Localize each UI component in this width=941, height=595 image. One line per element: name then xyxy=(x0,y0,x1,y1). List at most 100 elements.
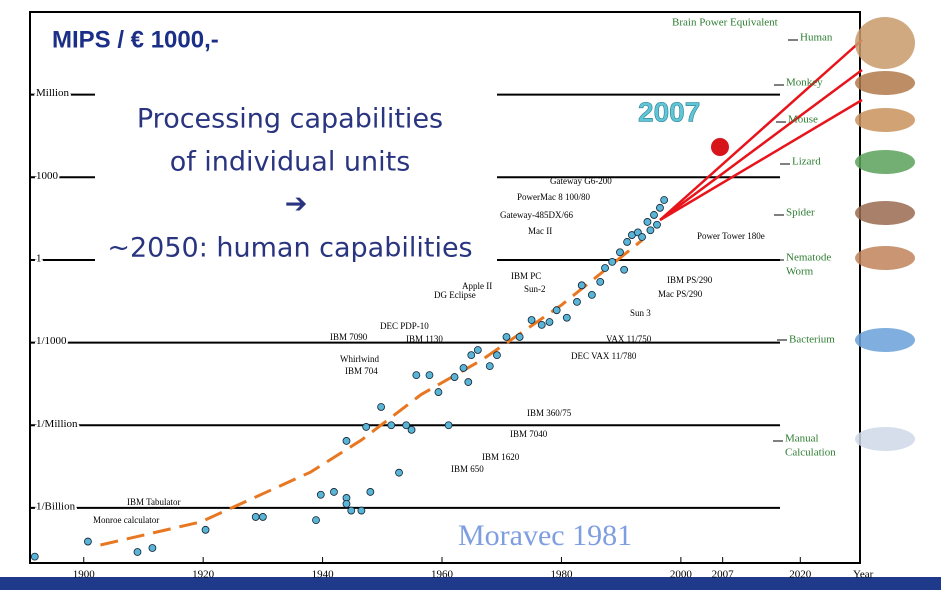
data-point xyxy=(377,403,386,411)
data-point xyxy=(620,265,629,274)
data-point xyxy=(434,388,443,396)
data-point xyxy=(502,333,511,341)
chart-title: MIPS / € 1000,- xyxy=(52,26,219,53)
data-point xyxy=(425,371,434,380)
x-tick-label: 1940 xyxy=(312,569,335,581)
data-point xyxy=(573,298,581,306)
creature-icon xyxy=(855,17,915,69)
data-point xyxy=(467,351,476,360)
caption-box xyxy=(95,88,497,270)
machine-label: DEC PDP-10 xyxy=(380,321,429,331)
data-point xyxy=(608,257,617,266)
highlight-label: 2007 xyxy=(638,96,700,127)
data-point xyxy=(552,306,561,315)
brain-label: Mouse xyxy=(788,114,818,126)
caption: of individual units xyxy=(170,147,411,178)
x-tick-label: 1960 xyxy=(431,569,454,581)
brain-label: Worm xyxy=(786,266,814,278)
machine-label: Gateway G6-200 xyxy=(550,176,612,186)
machine-label: Monroe calculator xyxy=(93,515,159,525)
data-point xyxy=(148,544,157,552)
y-tick-label: Million xyxy=(36,87,70,99)
x-tick-label: 1900 xyxy=(73,569,96,581)
x-tick-label: 2000 xyxy=(670,569,693,581)
creature-icon xyxy=(855,108,915,132)
footer-bar xyxy=(0,577,941,590)
creature-icon xyxy=(855,246,915,270)
data-point xyxy=(485,362,494,371)
data-point xyxy=(395,468,403,477)
data-point xyxy=(653,220,661,229)
creature-icon xyxy=(855,427,915,451)
data-point xyxy=(402,421,411,430)
data-point xyxy=(362,423,371,431)
data-point xyxy=(347,506,356,515)
brain-label: Calculation xyxy=(785,447,836,459)
machine-label: IBM PS/290 xyxy=(667,275,713,285)
machine-label: Apple II xyxy=(462,281,492,291)
data-point xyxy=(577,281,586,290)
brain-label: Nematode xyxy=(786,252,831,264)
brain-label: Lizard xyxy=(792,156,821,168)
machine-label: IBM 650 xyxy=(451,464,484,474)
y-tick-label: 1000 xyxy=(36,170,59,182)
data-point xyxy=(342,437,351,445)
brain-title: Brain Power Equivalent xyxy=(672,17,778,29)
machine-label: Gateway-485DX/66 xyxy=(500,210,573,220)
data-point xyxy=(366,488,375,496)
machine-label: Whirlwind xyxy=(340,354,379,364)
data-point xyxy=(623,238,632,246)
creature-icon xyxy=(855,328,915,352)
data-point xyxy=(464,378,473,386)
creature-icon xyxy=(855,150,915,174)
data-point xyxy=(638,233,646,241)
data-point xyxy=(412,371,421,380)
machine-label: IBM 1620 xyxy=(482,452,520,462)
machine-label: IBM 360/75 xyxy=(527,408,572,418)
machine-label: Power Tower 180e xyxy=(697,231,765,241)
data-point xyxy=(312,516,320,525)
machine-label: IBM 7040 xyxy=(510,429,548,439)
y-tick-label: 1/Million xyxy=(36,418,78,430)
data-point xyxy=(616,248,624,257)
creature-icon xyxy=(855,71,915,95)
brain-label: Monkey xyxy=(786,77,823,89)
data-point xyxy=(515,333,524,341)
creature-icon xyxy=(855,201,915,225)
data-point xyxy=(587,290,596,299)
brain-label: Manual xyxy=(785,433,819,445)
data-point xyxy=(656,203,664,212)
data-point xyxy=(251,513,260,521)
highlight-dot xyxy=(711,138,729,156)
data-point xyxy=(330,488,338,496)
machine-label: Mac PS/290 xyxy=(658,289,703,299)
data-point xyxy=(258,513,267,521)
data-point xyxy=(473,346,482,354)
machine-label: IBM 704 xyxy=(345,366,378,376)
machine-label: PowerMac 8 100/80 xyxy=(517,192,590,202)
y-tick-label: 1 xyxy=(36,252,42,264)
data-point xyxy=(601,264,609,272)
machine-label: IBM PC xyxy=(511,271,541,281)
x-axis-label: Year xyxy=(853,569,874,581)
data-point xyxy=(660,196,669,204)
data-point xyxy=(562,313,571,322)
x-tick-label: 2020 xyxy=(789,569,812,581)
data-point xyxy=(30,552,39,561)
data-point xyxy=(537,320,546,329)
data-point xyxy=(316,490,325,499)
data-point xyxy=(387,421,396,430)
machine-label: IBM Tabulator xyxy=(127,497,180,507)
trend-line xyxy=(100,239,643,547)
data-point xyxy=(84,537,92,546)
trend-projection xyxy=(659,68,863,222)
caption: Processing capabilities xyxy=(137,104,443,135)
data-point xyxy=(133,548,142,556)
data-point xyxy=(357,506,366,515)
data-point xyxy=(450,373,459,381)
brain-label: Bacterium xyxy=(789,334,835,346)
machine-label: IBM 1130 xyxy=(406,334,443,344)
data-point xyxy=(459,364,468,372)
